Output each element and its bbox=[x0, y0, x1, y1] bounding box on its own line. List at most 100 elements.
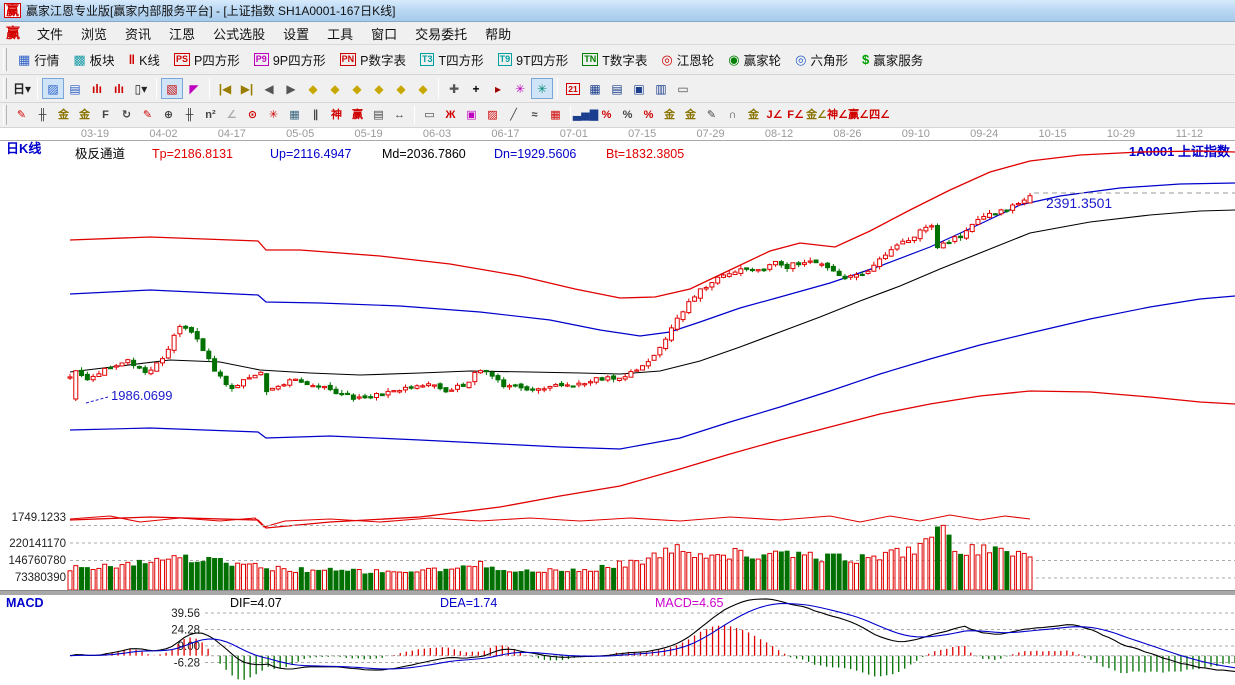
pattern-tool[interactable]: ▧ bbox=[161, 78, 183, 99]
last-bar-button[interactable]: ▶| bbox=[236, 78, 258, 99]
bars-3-tool[interactable]: ılı bbox=[86, 78, 108, 99]
gann-wheel-button[interactable]: ◎ 江恩轮 bbox=[654, 47, 721, 72]
web-box-tool[interactable]: ▦ bbox=[284, 106, 305, 125]
gold-grid-tool[interactable]: 金 bbox=[53, 106, 74, 125]
range-box-tool[interactable]: ▭ bbox=[419, 106, 440, 125]
main-chart-canvas[interactable]: 03-19 04-02 04-17 05-05 05-19 06-03 06-17 07-01… bbox=[0, 128, 1235, 680]
angle-j-tool[interactable]: J∠ bbox=[764, 106, 785, 125]
menu-帮助[interactable]: 帮助 bbox=[485, 26, 512, 42]
angle-ying-tool[interactable]: 赢∠ bbox=[848, 106, 869, 125]
tick-mark-tool[interactable]: ∥ bbox=[305, 106, 326, 125]
ying-grid-tool[interactable]: 赢 bbox=[347, 106, 368, 125]
gold-line-tool[interactable]: 金 bbox=[680, 106, 701, 125]
period-day-dropdown[interactable]: 日▾ bbox=[11, 78, 33, 99]
t-square-button[interactable]: T3 T四方形 bbox=[413, 47, 491, 72]
menu-交易委托[interactable]: 交易委托 bbox=[415, 26, 468, 42]
gann-diamond-left[interactable]: ◆ bbox=[302, 78, 324, 99]
percent-line-tool[interactable]: % bbox=[638, 106, 659, 125]
angle-gold-tool[interactable]: 金∠ bbox=[806, 106, 827, 125]
hand-tool[interactable]: ✚ bbox=[443, 78, 465, 99]
angle-tool-disabled[interactable]: ∠ bbox=[221, 106, 242, 125]
prev-bar-button[interactable]: ◀ bbox=[258, 78, 280, 99]
hatch-box-tool[interactable]: ▨ bbox=[482, 106, 503, 125]
bars-9-tool[interactable]: ılı bbox=[108, 78, 130, 99]
menu-窗口[interactable]: 窗口 bbox=[371, 26, 398, 42]
pointer-tool[interactable]: ▸ bbox=[487, 78, 509, 99]
t-number-button[interactable]: TN T数字表 bbox=[575, 47, 654, 72]
ray-fan-tool[interactable]: Ж bbox=[440, 106, 461, 125]
winner-service-button[interactable]: $ 赢家服务 bbox=[855, 47, 930, 72]
hexagon-button[interactable]: ◎ 六角形 bbox=[788, 47, 855, 72]
brush2-tool[interactable]: ✎ bbox=[137, 106, 158, 125]
crosshair-tool[interactable]: + bbox=[465, 78, 487, 99]
calendar-button[interactable]: 21 bbox=[562, 78, 584, 99]
report-button[interactable]: ▤ bbox=[606, 78, 628, 99]
kline-button[interactable]: ‖ K线 bbox=[122, 47, 167, 72]
target-circle-tool[interactable]: ⊙ bbox=[242, 106, 263, 125]
gold-circle-tool[interactable]: 金 bbox=[659, 106, 680, 125]
overlap-square-tool[interactable]: ▣ bbox=[461, 106, 482, 125]
toolbar-handle[interactable] bbox=[3, 47, 7, 72]
winner-service-button-icon: $ bbox=[861, 52, 870, 67]
p-number-button[interactable]: PN P数字表 bbox=[333, 47, 413, 72]
calculator-button[interactable]: ▦ bbox=[584, 78, 606, 99]
trend-flag-tool[interactable]: ◤ bbox=[183, 78, 205, 99]
wave-channel-tool[interactable]: ∩ bbox=[722, 106, 743, 125]
toolbar-handle[interactable] bbox=[3, 105, 7, 125]
gann-diamond-star[interactable]: ◆ bbox=[390, 78, 412, 99]
save-button[interactable]: ▣ bbox=[628, 78, 650, 99]
web-tool-magenta[interactable]: ✳ bbox=[509, 78, 531, 99]
toolbar-handle[interactable] bbox=[3, 77, 7, 100]
sector-button[interactable]: ▩ 板块 bbox=[66, 47, 121, 72]
ink-pen-tool[interactable]: ✎ bbox=[701, 106, 722, 125]
menu-文件[interactable]: 文件 bbox=[37, 26, 64, 42]
diag-line-tool[interactable]: ╱ bbox=[503, 106, 524, 125]
shen-grid-tool[interactable]: 神 bbox=[326, 106, 347, 125]
t9-square-button[interactable]: T9 9T四方形 bbox=[491, 47, 576, 72]
menu-公式选股[interactable]: 公式选股 bbox=[213, 26, 266, 42]
spiral-tool[interactable]: ↻ bbox=[116, 106, 137, 125]
first-bar-button[interactable]: |◀ bbox=[214, 78, 236, 99]
scale-bars-tool[interactable]: ▃▅▇ bbox=[573, 106, 598, 125]
angle-f-tool[interactable]: F∠ bbox=[785, 106, 806, 125]
gann-diamond-x[interactable]: ◆ bbox=[368, 78, 390, 99]
ruler-123-tool[interactable]: ▤ bbox=[368, 106, 389, 125]
fib-grid-tool[interactable]: F bbox=[95, 106, 116, 125]
info-panel-button[interactable]: ▤ bbox=[64, 78, 86, 99]
menu-资讯[interactable]: 资讯 bbox=[125, 26, 152, 42]
print-button[interactable]: ▭ bbox=[672, 78, 694, 99]
red-grid-tool[interactable]: ▦ bbox=[545, 106, 566, 125]
winner-wheel-button[interactable]: ◉ 赢家轮 bbox=[721, 47, 788, 72]
web-tool-teal[interactable]: ✳ bbox=[531, 78, 553, 99]
menu-江恩[interactable]: 江恩 bbox=[169, 26, 196, 42]
next-bar-button[interactable]: ▶ bbox=[280, 78, 302, 99]
zigzag-tool[interactable]: ▨ bbox=[42, 78, 64, 99]
angle-shen-tool[interactable]: 神∠ bbox=[827, 106, 848, 125]
angle-four-tool[interactable]: 四∠ bbox=[869, 106, 890, 125]
brush-tool[interactable]: ✎ bbox=[11, 106, 32, 125]
n-square-tool[interactable]: n² bbox=[200, 106, 221, 125]
wave-line-tool[interactable]: ≈ bbox=[524, 106, 545, 125]
gann-diamond-plus[interactable]: ◆ bbox=[412, 78, 434, 99]
width-measure-tool[interactable]: ↔ bbox=[389, 106, 410, 125]
gold-grid2-tool[interactable]: 金 bbox=[74, 106, 95, 125]
comb2-tool[interactable]: ╫ bbox=[179, 106, 200, 125]
percent-drop-tool[interactable]: % bbox=[596, 106, 617, 125]
percent-tool[interactable]: % bbox=[617, 106, 638, 125]
quote-button[interactable]: ▦ 行情 bbox=[11, 47, 66, 72]
gann-comb-tool[interactable]: ╫ bbox=[32, 106, 53, 125]
menu-设置[interactable]: 设置 bbox=[283, 26, 310, 42]
p-square-button[interactable]: PS P四方形 bbox=[167, 47, 247, 72]
cycle-circle-tool[interactable]: ⊕ bbox=[158, 106, 179, 125]
gann-diamond-right[interactable]: ◆ bbox=[324, 78, 346, 99]
chart-area[interactable]: 03-19 04-02 04-17 05-05 05-19 06-03 06-17 07-01… bbox=[0, 128, 1235, 680]
export-button[interactable]: ▥ bbox=[650, 78, 672, 99]
panel-separator[interactable] bbox=[0, 590, 1235, 596]
candle-style-dropdown[interactable]: ▯▾ bbox=[130, 78, 152, 99]
p9-square-button[interactable]: P9 9P四方形 bbox=[247, 47, 333, 72]
menu-工具[interactable]: 工具 bbox=[327, 26, 354, 42]
gann-diamond-h[interactable]: ◆ bbox=[346, 78, 368, 99]
gold-line2-tool[interactable]: 金 bbox=[743, 106, 764, 125]
spider-web-tool[interactable]: ✳ bbox=[263, 106, 284, 125]
menu-浏览[interactable]: 浏览 bbox=[81, 26, 108, 42]
